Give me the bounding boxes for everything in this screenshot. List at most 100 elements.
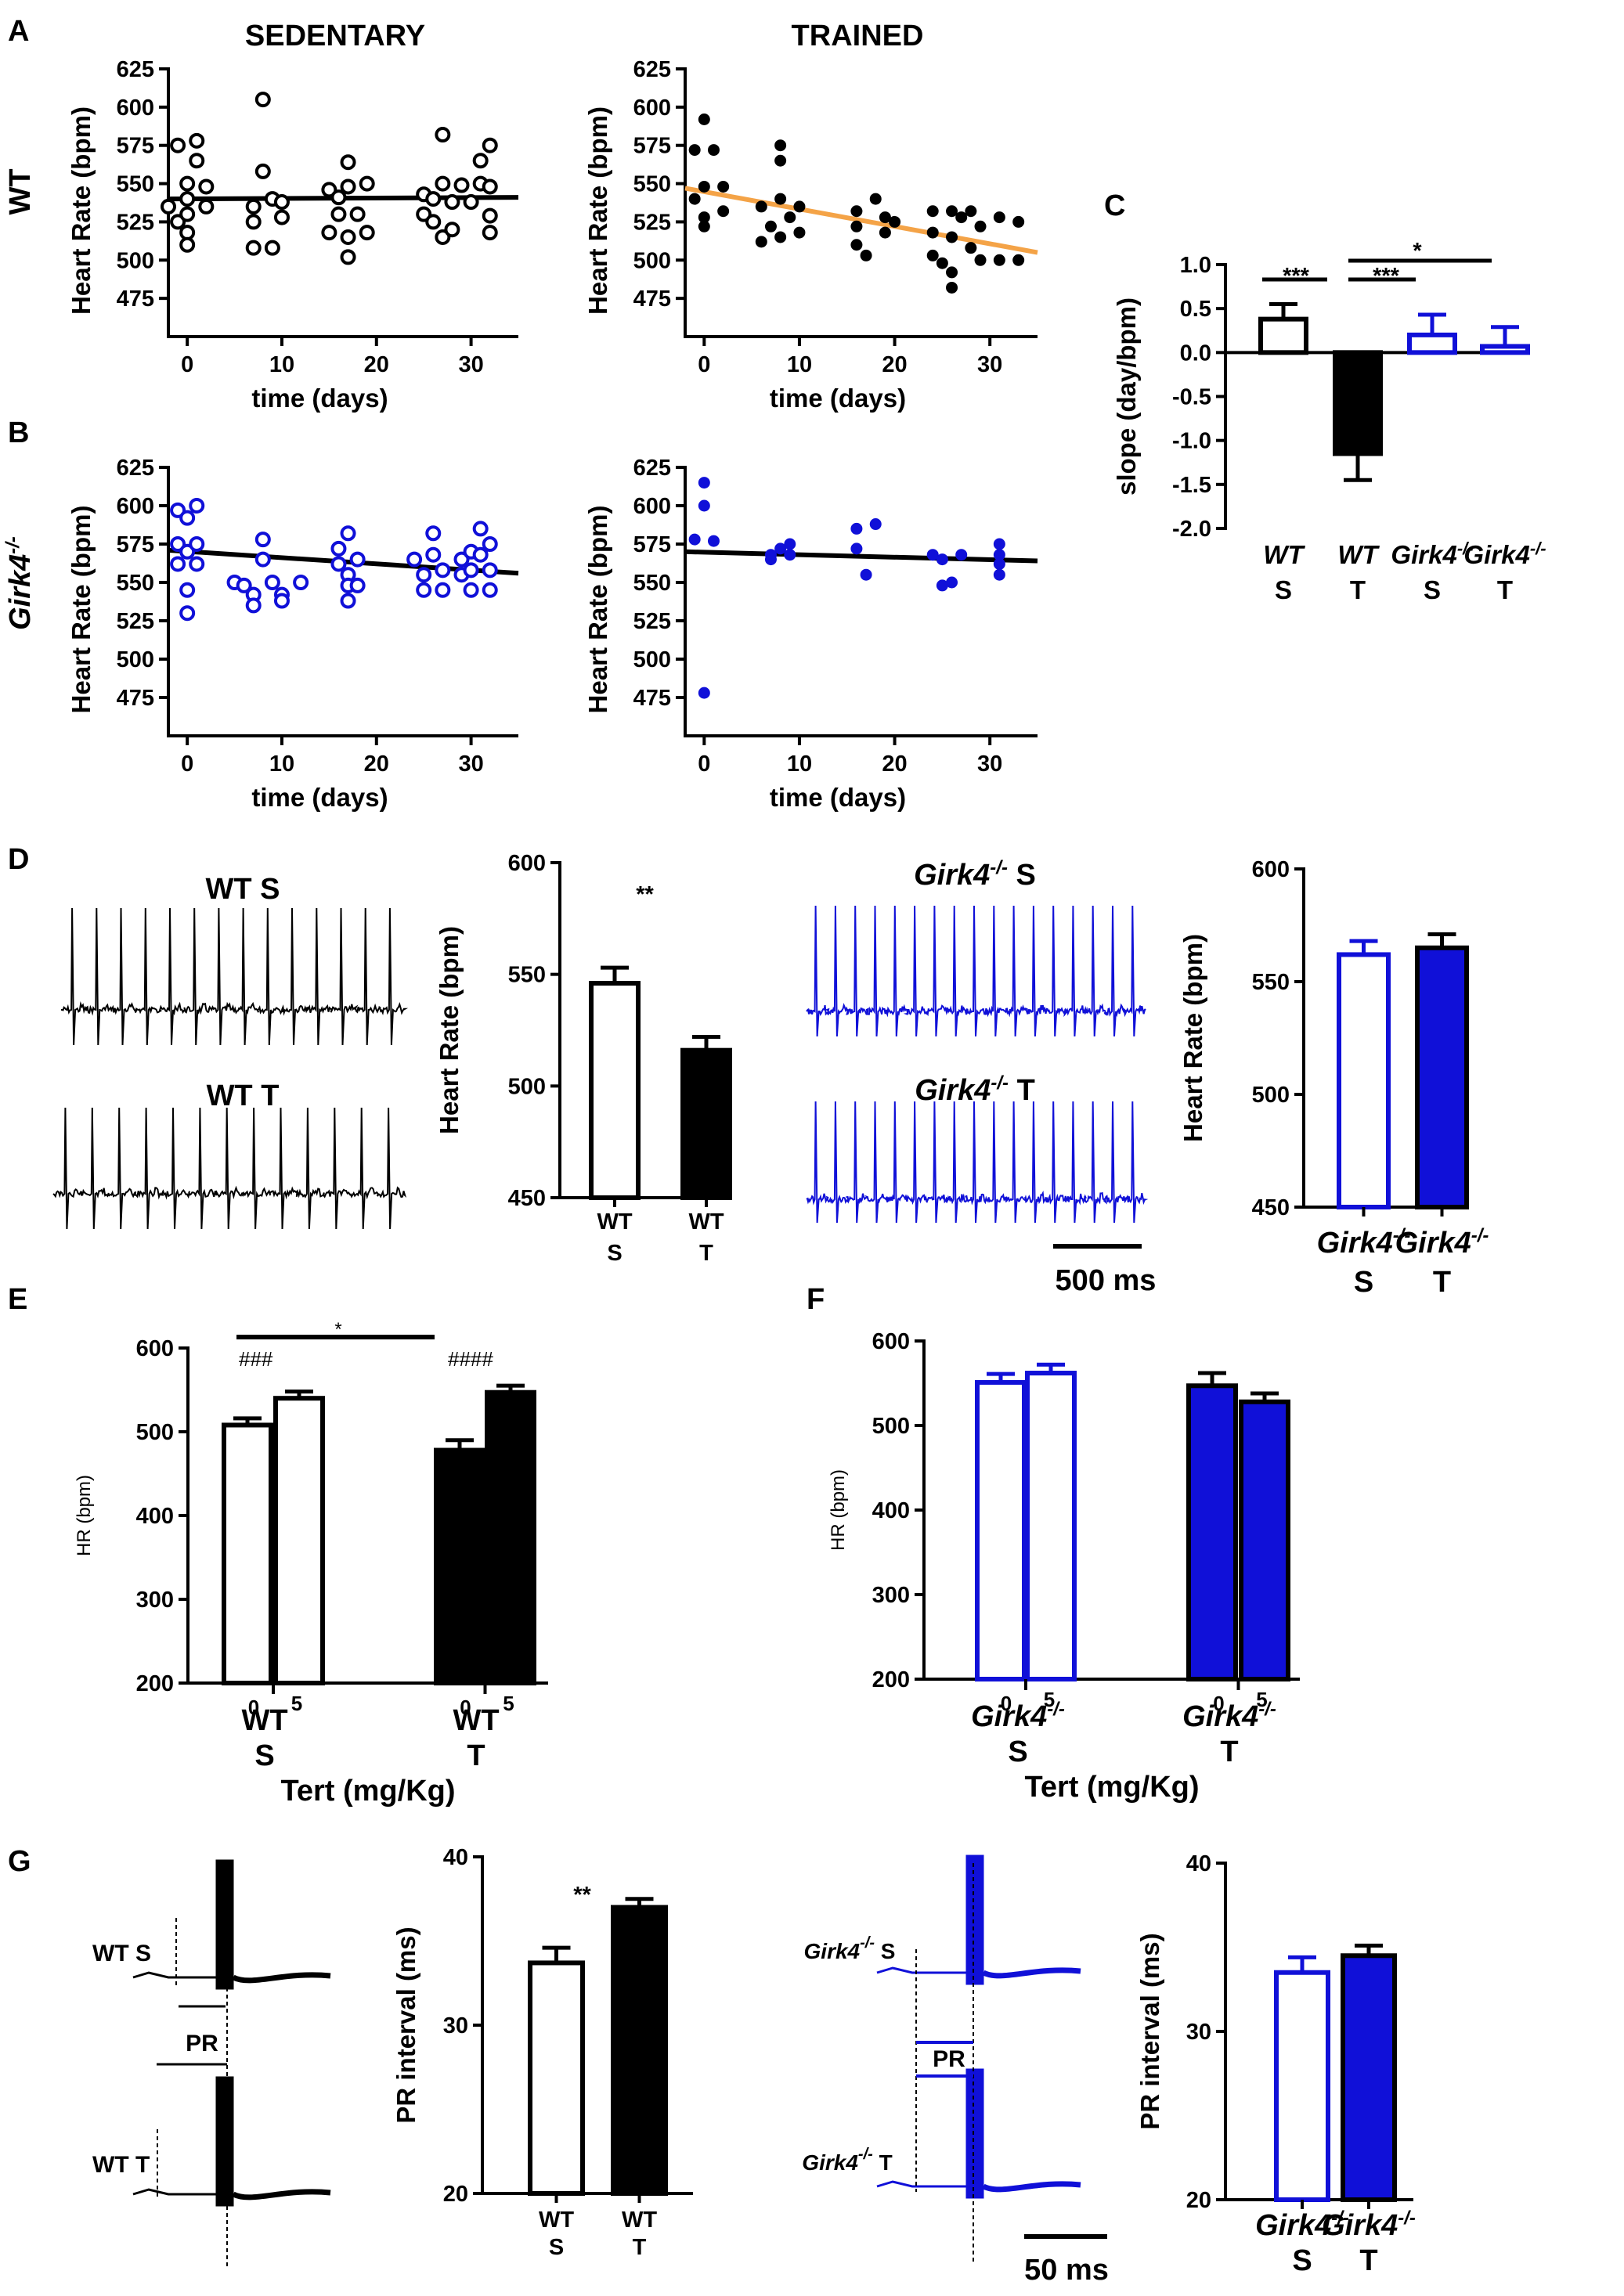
pr-trace-girk-s-qrs <box>965 1854 984 1985</box>
A-sed-data-point <box>245 240 262 256</box>
B-trn-data-point <box>993 568 1005 581</box>
D-girk-ytick-label: 450 <box>1252 1195 1290 1220</box>
A-trn-data-point <box>688 144 701 157</box>
pr-trace-wt-s-twave <box>232 1972 331 1984</box>
C-sig-label: *** <box>1373 264 1400 289</box>
B-trn-data-point <box>688 533 701 546</box>
G-wt-ytick-label: 20 <box>443 2182 468 2207</box>
B-trn-data-point <box>869 518 882 531</box>
E-group-name-text: WT <box>453 1704 499 1737</box>
A-sed-data-point <box>198 198 215 214</box>
D-girk-category-sup: -/- <box>1393 1225 1411 1246</box>
E-hash-label: ### <box>239 1347 273 1371</box>
scalebar-g-label: 50 ms <box>1024 2254 1109 2287</box>
F-dose-label: 5 <box>1256 1688 1267 1711</box>
C-category-name: WT <box>1263 540 1305 569</box>
pr-trace-wt-s-baseline <box>132 1971 216 1979</box>
G-girk-category-sup: -/- <box>1398 2208 1416 2229</box>
D-wt-group-label: S <box>607 1241 622 1266</box>
B-trn-xtick-label: 10 <box>787 752 812 777</box>
A-sed-data-point <box>435 127 451 143</box>
D-wt-ytick-label: 450 <box>508 1186 546 1211</box>
B-sed-ytick-label: 475 <box>117 686 154 711</box>
A-trn-data-point <box>688 193 701 205</box>
B-sed-data-point <box>179 510 196 526</box>
C-ytick-label: -1.5 <box>1172 473 1211 498</box>
A-trn-data-point <box>974 254 987 266</box>
pr-trace-girk-t-baseline <box>876 2180 966 2188</box>
trace-label-wt-t: WT T <box>207 1080 280 1112</box>
A-sed-data-point <box>330 206 347 222</box>
C-category-name: Girk4 <box>1391 540 1456 569</box>
B-trn-data-point <box>774 542 787 555</box>
trace-label-girk-s: Girk4-/- S <box>914 857 1036 892</box>
E-hash-label: #### <box>448 1347 493 1371</box>
A-trn-ytick-label: 575 <box>633 134 671 159</box>
D-girk-bar <box>1415 945 1469 1210</box>
B-sed-data-point <box>293 575 309 590</box>
A-trn-ytick-label: 525 <box>633 210 671 235</box>
trace-label-girk-s-text: Girk4 <box>914 859 990 892</box>
A-trn-data-point <box>707 144 720 157</box>
D-girk-group-label: S <box>1354 1266 1373 1299</box>
B-sed-data-point <box>472 521 489 537</box>
B-trn-data-point <box>936 553 948 566</box>
A-trn-ytick-label: 500 <box>633 248 671 273</box>
A-sed-data-point <box>444 222 460 238</box>
ecg-trace-girk-s <box>806 905 1146 1037</box>
G-wt-category-name: WT <box>622 2208 657 2233</box>
pr-trace-wt-s-qrs <box>215 1859 234 1990</box>
D-girk-category-name: Girk4 <box>1395 1227 1471 1260</box>
A-trn-xtick-label: 20 <box>882 352 907 377</box>
C-bar <box>1258 316 1308 355</box>
C-category-sup: -/- <box>1457 539 1474 558</box>
G-wt-bar <box>611 1905 668 2196</box>
C-category-sup: -/- <box>1530 539 1546 558</box>
E-bar <box>273 1396 325 1685</box>
G-girk-group-label: S <box>1292 2244 1312 2277</box>
B-sed-data-point <box>482 562 498 579</box>
A-trn-data-point <box>717 180 730 193</box>
A-sed-data-point <box>340 178 356 195</box>
F-bar <box>1239 1399 1290 1681</box>
F-bar <box>1186 1383 1238 1681</box>
A-trn-ytick-label: 625 <box>633 57 671 82</box>
G-girk-group-label: T <box>1359 2244 1377 2277</box>
B-sed-data-point <box>463 582 479 598</box>
B-sed-ytick-label: 600 <box>117 494 154 519</box>
E-dose-label: 5 <box>503 1692 514 1715</box>
C-ytick-label: 0.0 <box>1180 341 1211 366</box>
B-sed-data-point <box>189 556 205 572</box>
A-sed-data-point <box>198 178 215 195</box>
A-sed-data-point <box>425 191 442 207</box>
ecg-trace-girk-t <box>806 1101 1149 1224</box>
B-sed-data-point <box>330 540 347 557</box>
A-sed-data-point <box>170 137 186 153</box>
B-sed-data-point <box>349 577 366 593</box>
F-group-name-text: Girk4 <box>1182 1700 1258 1733</box>
C-ytick-label: 1.0 <box>1180 253 1211 278</box>
B-trn-data-point <box>993 538 1005 550</box>
C-sig-label: *** <box>1283 264 1310 289</box>
D-wt-category-label: WT <box>688 1209 724 1235</box>
A-trn-data-point <box>1012 254 1025 266</box>
A-sed-data-point <box>359 175 375 192</box>
E-ytick-label: 200 <box>136 1671 174 1696</box>
A-trn-data-point <box>869 193 882 205</box>
A-trn-data-point <box>698 113 710 125</box>
A-trn-data-point <box>926 205 939 218</box>
C-category-name: WT <box>1337 540 1380 569</box>
A-sed-data-point <box>245 198 262 214</box>
F-ytick-label: 400 <box>872 1498 910 1523</box>
A-trn-data-point <box>926 226 939 239</box>
B-trn-data-point <box>698 477 710 489</box>
B-sed-data-point <box>425 525 442 542</box>
A-sed-data-point <box>254 92 271 108</box>
C-category-label: Girk4-/- <box>1463 539 1546 569</box>
G-wt-ytick-label: 30 <box>443 2013 468 2038</box>
A-trn-data-point <box>955 211 968 224</box>
A-sed-data-point <box>179 225 196 241</box>
B-trn-xlabel: time (days) <box>770 783 906 812</box>
E-xlabel: Tert (mg/Kg) <box>280 1775 455 1808</box>
